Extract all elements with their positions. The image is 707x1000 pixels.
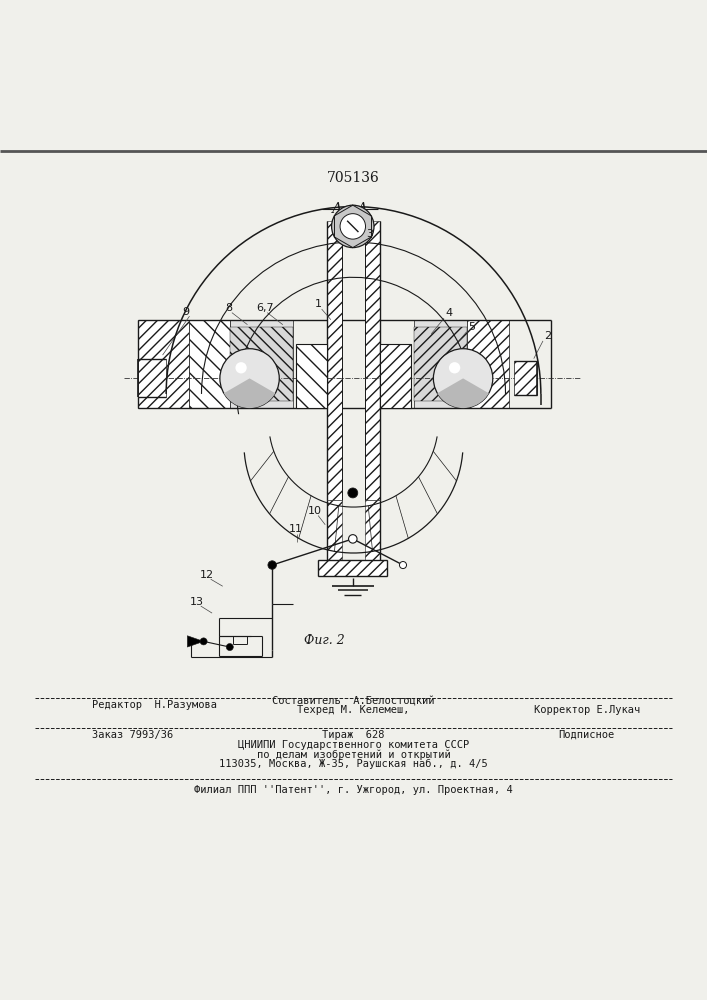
Circle shape xyxy=(332,205,374,248)
Text: Подписное: Подписное xyxy=(559,730,615,740)
Polygon shape xyxy=(318,560,387,576)
Wedge shape xyxy=(438,378,489,408)
Text: ЦНИИПИ Государственного комитета СССР: ЦНИИПИ Государственного комитета СССР xyxy=(238,740,469,750)
Text: Заказ 7993/36: Заказ 7993/36 xyxy=(92,730,173,740)
Polygon shape xyxy=(380,344,411,408)
Circle shape xyxy=(348,488,358,498)
Wedge shape xyxy=(224,378,275,408)
Polygon shape xyxy=(230,320,293,408)
Circle shape xyxy=(449,362,460,373)
Circle shape xyxy=(226,644,233,651)
Polygon shape xyxy=(365,221,380,500)
Polygon shape xyxy=(138,320,189,408)
Text: Фиг. 2: Фиг. 2 xyxy=(304,634,345,647)
Polygon shape xyxy=(327,500,342,560)
Text: 4: 4 xyxy=(445,308,452,318)
Circle shape xyxy=(268,561,276,569)
Text: 11: 11 xyxy=(288,524,303,534)
Text: 6,7: 6,7 xyxy=(257,303,274,313)
Text: Тираж  628: Тираж 628 xyxy=(322,730,385,740)
Polygon shape xyxy=(467,320,509,408)
Text: 3: 3 xyxy=(366,229,373,239)
Polygon shape xyxy=(514,361,537,395)
Circle shape xyxy=(235,362,247,373)
Text: Корректор Е.Лукач: Корректор Е.Лукач xyxy=(534,705,640,715)
Text: 13: 13 xyxy=(189,597,204,607)
Text: 10: 10 xyxy=(308,506,322,516)
Circle shape xyxy=(200,638,207,645)
Polygon shape xyxy=(230,327,293,401)
Polygon shape xyxy=(414,320,467,408)
Circle shape xyxy=(433,349,493,408)
Text: 9: 9 xyxy=(182,307,189,317)
Text: 12: 12 xyxy=(199,570,214,580)
Text: 2: 2 xyxy=(544,331,551,341)
Circle shape xyxy=(220,349,279,408)
Polygon shape xyxy=(414,327,467,401)
Circle shape xyxy=(349,535,357,543)
Polygon shape xyxy=(296,344,327,408)
Polygon shape xyxy=(138,359,166,397)
Text: 705136: 705136 xyxy=(327,171,380,185)
Text: Составитель  А.Белостоцкий: Составитель А.Белостоцкий xyxy=(272,696,435,706)
Text: 8: 8 xyxy=(225,303,232,313)
Polygon shape xyxy=(187,636,204,647)
Text: А – А: А – А xyxy=(332,202,368,216)
Text: Редактор  Н.Разумова: Редактор Н.Разумова xyxy=(92,700,217,710)
Circle shape xyxy=(399,562,407,569)
Circle shape xyxy=(340,214,366,239)
Polygon shape xyxy=(327,221,342,500)
Text: Филиал ППП ''Патент'', г. Ужгород, ул. Проектная, 4: Филиал ППП ''Патент'', г. Ужгород, ул. П… xyxy=(194,785,513,795)
Text: 5: 5 xyxy=(468,322,475,332)
Polygon shape xyxy=(189,320,230,408)
Text: 1: 1 xyxy=(315,299,322,309)
Text: Техред М. Келемеш,: Техред М. Келемеш, xyxy=(297,705,410,715)
Text: по делам изобретений и открытий: по делам изобретений и открытий xyxy=(257,749,450,760)
Polygon shape xyxy=(365,500,380,560)
Text: 113035, Москва, Ж-35, Раушская наб., д. 4/5: 113035, Москва, Ж-35, Раушская наб., д. … xyxy=(219,759,488,769)
